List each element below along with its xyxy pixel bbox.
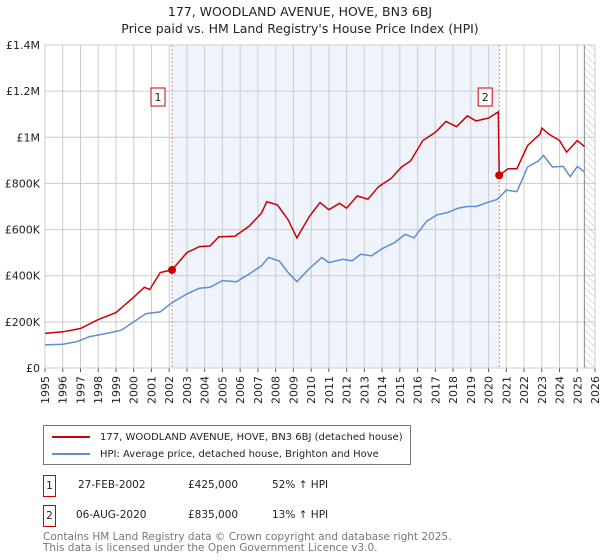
x-tick-label: 2019 [465, 376, 478, 404]
forecast-hatch [584, 45, 595, 368]
transaction-id: 1 [43, 475, 56, 497]
y-tick-label: £1.2M [6, 85, 40, 98]
x-tick-label: 2004 [199, 376, 212, 404]
x-tick-label: 2012 [341, 376, 354, 404]
x-tick-label: 2024 [554, 376, 567, 404]
x-tick-label: 2021 [500, 376, 513, 404]
x-tick-label: 2010 [305, 376, 318, 404]
transaction-hpi: 13% ↑ HPI [272, 509, 329, 521]
x-tick-label: 2000 [128, 376, 141, 404]
x-tick-label: 2006 [234, 376, 247, 404]
x-tick-label: 2015 [394, 376, 407, 404]
x-tick-label: 2001 [145, 376, 158, 404]
y-tick-label: £600K [5, 224, 41, 237]
sale-label-box [150, 87, 166, 107]
property-price-line [44, 110, 585, 335]
x-tick-label: 2016 [412, 376, 425, 404]
x-tick-label: 2005 [216, 376, 229, 404]
x-tick-label: 2011 [323, 376, 336, 404]
transaction-price: £835,000 [188, 509, 239, 521]
x-tick-label: 2014 [376, 376, 389, 404]
transaction-date: 27-FEB-2002 [78, 479, 146, 491]
legend: 177, WOODLAND AVENUE, HOVE, BN3 6BJ (det… [43, 425, 411, 465]
x-tick-label: 2008 [270, 376, 283, 404]
x-tick-label: 2018 [447, 376, 460, 404]
x-tick-label: 2003 [181, 376, 194, 404]
x-tick-label: 1998 [92, 376, 105, 404]
x-tick-label: 1999 [110, 376, 123, 404]
y-tick-label: £800K [5, 177, 41, 190]
chart-title: 177, WOODLAND AVENUE, HOVE, BN3 6BJ [167, 4, 433, 19]
chart-subtitle: Price paid vs. HM Land Registry's House … [121, 21, 479, 36]
x-tick-label: 2017 [429, 376, 442, 404]
transaction-id: 2 [43, 505, 56, 527]
transaction-hpi: 52% ↑ HPI [272, 479, 329, 491]
transaction-price: £425,000 [188, 479, 239, 491]
x-tick-label: 2023 [536, 376, 549, 404]
legend-swatch-hpi [52, 453, 90, 455]
y-tick-label: £1.4M [6, 39, 40, 52]
legend-swatch-property [52, 436, 90, 438]
x-tick-label: 2020 [483, 376, 496, 404]
y-tick-label: £1M [17, 131, 41, 144]
footer-copyright: Contains HM Land Registry data © Crown c… [43, 531, 452, 543]
price-chart: 1995 1996 1997 1998 1999 2000 2001 2002 2003 2004… [5, 39, 600, 404]
y-tick-label: £400K [5, 270, 41, 283]
sale-label: 2 [482, 91, 489, 104]
legend-item-property: 177, WOODLAND AVENUE, HOVE, BN3 6BJ (det… [52, 430, 403, 444]
hpi-line [44, 154, 585, 346]
plot-border [44, 44, 596, 369]
x-tick-label: 1996 [57, 376, 70, 404]
legend-item-hpi: HPI: Average price, detached house, Brig… [52, 447, 379, 461]
x-tick-label: 2022 [518, 376, 531, 404]
x-tick-label: 2025 [571, 376, 584, 404]
x-tick-label: 2002 [163, 376, 176, 404]
x-tick-label: 1997 [74, 376, 87, 404]
legend-label-hpi: HPI: Average price, detached house, Brig… [100, 448, 379, 460]
x-tick-label: 1995 [39, 376, 52, 404]
legend-label-property: 177, WOODLAND AVENUE, HOVE, BN3 6BJ (det… [100, 431, 403, 443]
footer-licence: This data is licensed under the Open Gov… [43, 542, 378, 554]
y-tick-label: £200K [5, 316, 41, 329]
x-tick-label: 2026 [589, 376, 600, 404]
x-tick-label: 2013 [358, 376, 371, 404]
transaction-date: 06-AUG-2020 [76, 509, 147, 521]
sale-label-box [477, 87, 493, 107]
sale-point [495, 171, 504, 180]
x-tick-label: 2007 [252, 376, 265, 404]
sale-label: 1 [155, 91, 162, 104]
x-tick-label: 2009 [287, 376, 300, 404]
sale-point [168, 265, 177, 274]
y-tick-label: £0 [26, 362, 40, 375]
